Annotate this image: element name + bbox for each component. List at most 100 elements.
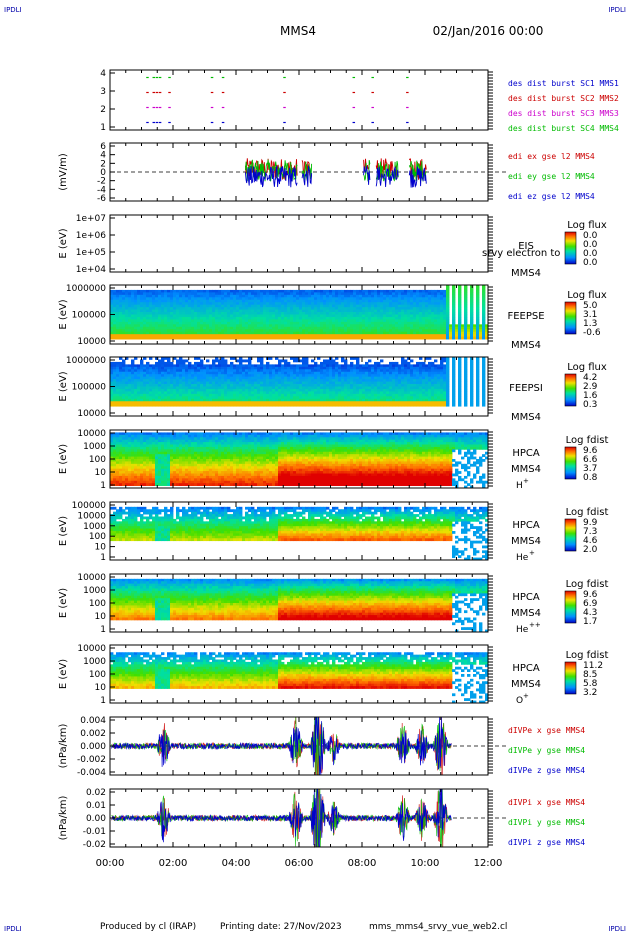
heatmap-cell [407, 379, 411, 382]
heatmap-cell [176, 359, 180, 363]
heatmap-cell [296, 289, 300, 293]
heatmap-cell [158, 299, 162, 303]
heatmap-cell [191, 376, 195, 380]
heatmap-cell [230, 292, 234, 296]
heatmap-cell [350, 299, 354, 303]
heatmap-cell [281, 294, 285, 298]
heatmap-cell [275, 357, 279, 360]
heatmap-cell [146, 302, 150, 306]
heatmap-cell [377, 316, 381, 320]
heatmap-cell [269, 334, 273, 338]
heatmap-cell [221, 292, 225, 296]
heatmap-cell [428, 297, 432, 301]
heatmap-cell [197, 319, 201, 323]
heatmap-cell [302, 302, 306, 306]
heatmap-cell [434, 302, 438, 306]
heatmap-cell [350, 357, 354, 360]
heatmap-cell [236, 371, 240, 375]
heatmap-cell [482, 336, 486, 340]
heatmap-cell [188, 391, 192, 395]
heatmap-cell [161, 401, 165, 405]
heatmap-cell [401, 401, 405, 405]
heatmap-cell [350, 376, 354, 380]
heatmap-cell [140, 401, 144, 405]
heatmap-cell [317, 401, 321, 405]
heatmap-cell [419, 391, 423, 395]
heatmap-cell [110, 379, 114, 382]
heatmap-cell [218, 359, 222, 363]
heatmap-cell [428, 334, 432, 338]
heatmap-cell [224, 398, 228, 402]
heatmap-cell [395, 319, 399, 323]
heatmap-cell [221, 304, 225, 308]
heatmap-cell [296, 384, 300, 387]
heatmap-cell [236, 359, 240, 363]
heatmap-cell [389, 312, 393, 315]
heatmap-cell [167, 304, 171, 308]
heatmap-cell [407, 336, 411, 340]
heatmap-cell [287, 374, 291, 378]
heatmap-cell [146, 376, 150, 380]
heatmap-cell [215, 304, 219, 308]
heatmap-cell [365, 334, 369, 338]
heatmap-cell [287, 391, 291, 395]
heatmap-cell [374, 289, 378, 293]
heatmap-cell [314, 403, 318, 407]
heatmap-cell [299, 381, 303, 385]
heatmap-cell [404, 331, 408, 335]
heatmap-cell [218, 398, 222, 402]
heatmap-cell [353, 336, 357, 340]
heatmap-cell [329, 361, 333, 365]
heatmap-cell [173, 329, 177, 333]
heatmap-cell [452, 316, 456, 320]
corner-label-br: IPDLI [608, 925, 626, 933]
heatmap-cell [407, 366, 411, 370]
heatmap-cell [299, 307, 303, 310]
heatmap-cell [407, 316, 411, 320]
heatmap-cell [155, 312, 159, 315]
heatmap-cell [383, 292, 387, 296]
heatmap-cell [317, 326, 321, 330]
heatmap-cell [434, 326, 438, 330]
heatmap-cell [458, 376, 462, 380]
heatmap-cell [410, 331, 414, 335]
heatmap-cell [371, 329, 375, 333]
heatmap-cell [338, 312, 342, 315]
heatmap-cell [131, 381, 135, 385]
heatmap-cell [254, 364, 258, 368]
heatmap-cell [422, 374, 426, 378]
heatmap-cell [329, 326, 333, 330]
heatmap-cell [233, 336, 237, 340]
heatmap-cell [248, 384, 252, 387]
heatmap-cell [227, 396, 231, 400]
heatmap-cell [173, 309, 177, 313]
heatmap-cell [134, 388, 138, 392]
heatmap-cell [218, 299, 222, 303]
heatmap-cell [236, 396, 240, 400]
heatmap-cell [236, 312, 240, 315]
heatmap-cell [416, 401, 420, 405]
heatmap-cell [122, 289, 126, 293]
heatmap-cell [134, 299, 138, 303]
heatmap-cell [308, 299, 312, 303]
heatmap-cell [245, 302, 249, 306]
heatmap-cell [284, 304, 288, 308]
heatmap-cell [290, 369, 294, 373]
heatmap-cell [254, 302, 258, 306]
heatmap-cell [302, 401, 306, 405]
heatmap-cell [320, 292, 324, 296]
y-tick-label: 1e+06 [76, 231, 107, 241]
heatmap-cell [209, 379, 213, 382]
heatmap-cell [128, 299, 132, 303]
heatmap-cell [221, 294, 225, 298]
heatmap-cell [365, 297, 369, 301]
heatmap-cell [392, 391, 396, 395]
heatmap-cell [335, 398, 339, 402]
heatmap-cell [287, 384, 291, 387]
heatmap-cell [215, 292, 219, 296]
heatmap-cell [257, 319, 261, 323]
heatmap-cell [245, 312, 249, 315]
heatmap-cell [218, 329, 222, 333]
heatmap-cell [437, 312, 441, 315]
heatmap-cell [119, 371, 123, 375]
